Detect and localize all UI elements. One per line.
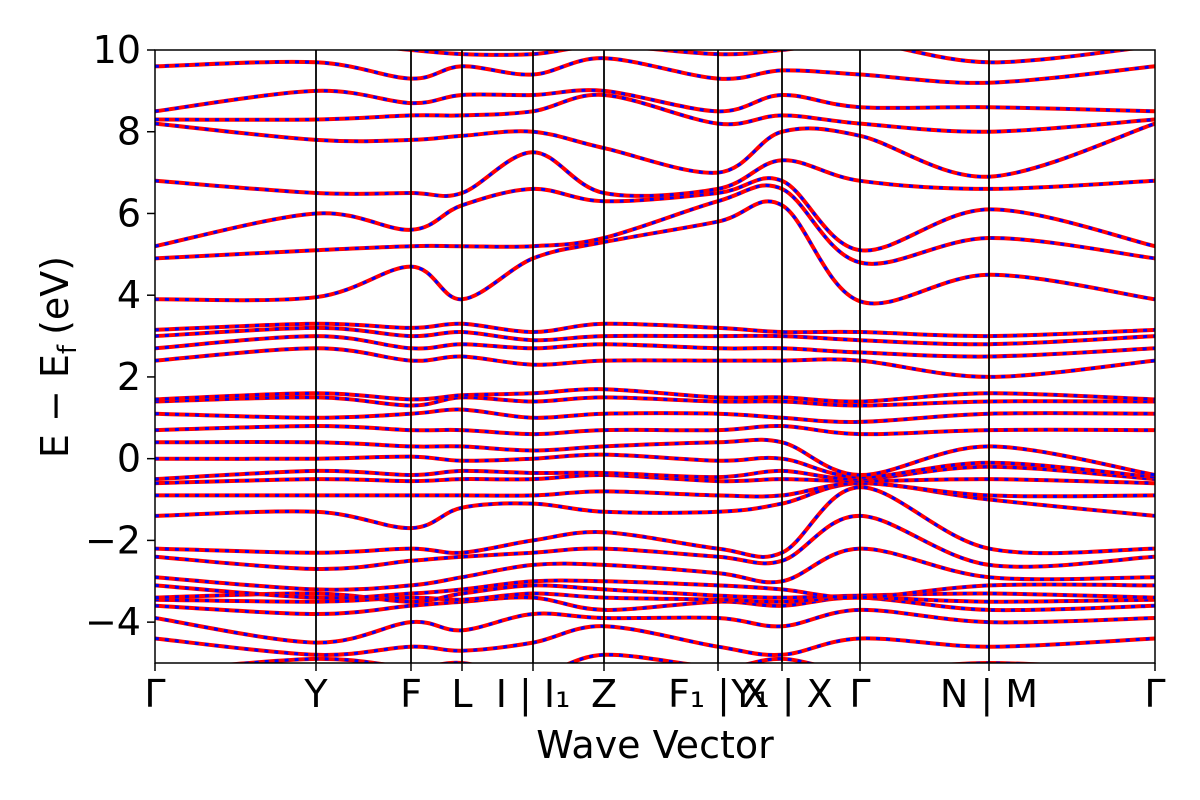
band-line-dashed: [155, 591, 1155, 604]
k-point-label: L: [451, 672, 472, 716]
band-line-dashed: [155, 150, 1155, 198]
band-line-dashed: [155, 438, 1155, 477]
y-tick-label: 6: [117, 191, 141, 235]
band-line-dashed: [229, 653, 1042, 663]
band-line-solid: [155, 346, 1155, 379]
bands-layer: [155, 50, 1155, 663]
high-symmetry-lines: [315, 50, 990, 663]
y-tick-label: 0: [117, 437, 141, 481]
band-line-dashed: [155, 346, 1155, 379]
y-axis-title: E − Ef (eV): [33, 256, 83, 458]
band-line-dashed: [155, 624, 1155, 657]
y-tick-label: 2: [117, 355, 141, 399]
band-line-dashed: [155, 88, 1155, 113]
band-line-dashed: [155, 56, 1155, 85]
band-line-dashed: [155, 547, 1155, 592]
k-point-label: Y₁ | X: [730, 672, 832, 717]
band-line-dashed: [155, 183, 1155, 266]
band-line-dashed: [155, 424, 1155, 436]
y-tick-label: 4: [117, 273, 141, 317]
k-point-label: Γ: [144, 672, 165, 716]
y-tick-label: 10: [93, 28, 141, 72]
band-line-dashed: [155, 514, 1155, 571]
y-axis-title-main: E − E: [33, 354, 77, 458]
band-line-solid: [392, 50, 1138, 65]
y-tick-label: −4: [85, 600, 141, 644]
k-point-label: I | I₁: [496, 672, 571, 717]
band-line-solid: [155, 121, 1155, 179]
k-point-label: Y: [303, 672, 328, 716]
band-line-dashed: [396, 50, 1134, 64]
band-line-dashed: [155, 176, 1155, 252]
band-line-dashed: [155, 326, 1155, 346]
band-line-dashed: [155, 465, 1155, 481]
y-axis: −4 −2 0 2 4 6 8 10: [85, 28, 155, 644]
k-point-label: F: [400, 672, 422, 716]
k-point-label: Γ: [849, 672, 870, 716]
band-line-dashed: [155, 481, 1155, 530]
band-line-dashed: [155, 481, 1155, 498]
band-line-dashed: [155, 578, 1155, 600]
band-line-solid: [155, 481, 1155, 531]
band-line-dashed: [155, 408, 1155, 424]
band-line-solid: [155, 407, 1155, 424]
y-tick-label: 8: [117, 110, 141, 154]
band-line-dashed: [155, 93, 1155, 134]
band-line-dashed: [155, 608, 1155, 645]
band-line-solid: [155, 513, 1155, 572]
k-point-label: F₁ | X: [668, 672, 768, 717]
k-point-label: Z: [591, 672, 617, 716]
band-line-dashed: [155, 453, 1155, 479]
band-line-dashed: [155, 595, 1155, 616]
band-line-dashed: [155, 322, 1155, 338]
k-point-label: N | M: [940, 672, 1038, 717]
x-axis-title: Wave Vector: [536, 723, 774, 767]
k-point-label: Γ: [1144, 672, 1165, 716]
band-line-dashed: [155, 199, 1155, 305]
plot-frame: [154, 49, 1156, 664]
y-axis-title-unit: (eV): [33, 256, 77, 335]
band-line-dashed: [155, 387, 1155, 404]
y-tick-label: −2: [85, 518, 141, 562]
band-line-dashed: [155, 334, 1155, 359]
band-line-dashed: [155, 485, 1155, 559]
band-line-dashed: [155, 395, 1155, 408]
y-axis-title-sub: f: [53, 344, 83, 354]
